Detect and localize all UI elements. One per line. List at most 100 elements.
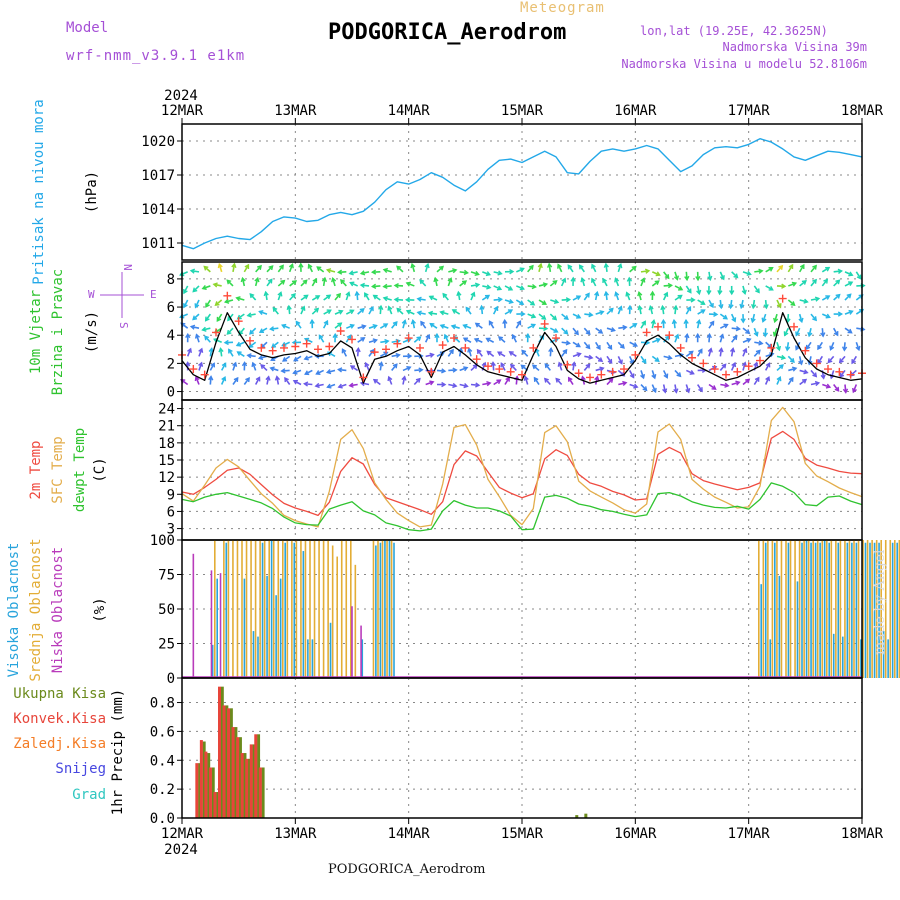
gust-marker xyxy=(574,369,583,378)
wind-arrowhead xyxy=(371,283,377,289)
wind-arrowhead xyxy=(509,269,515,275)
wind-arrowhead xyxy=(674,333,680,339)
wind-arrowhead xyxy=(833,331,839,337)
wind-arrowhead xyxy=(235,341,242,347)
wind-arrowhead xyxy=(740,318,746,324)
wind-arrowhead xyxy=(221,376,227,382)
wind-arrowhead xyxy=(508,351,514,356)
wind-arrowhead xyxy=(387,375,393,382)
model-label: Model xyxy=(66,20,109,36)
wind-arrowhead xyxy=(553,298,560,305)
wind-arrowhead xyxy=(576,352,582,358)
temp-ylabel-dewpt: dewpt Temp xyxy=(72,428,88,512)
wind-y-axis: 0 2 4 6 8 xyxy=(167,272,182,401)
wind-arrowhead xyxy=(778,364,784,370)
wind-arrowhead xyxy=(541,315,547,320)
wind-arrowhead xyxy=(758,340,764,346)
y-tick-label: 100 xyxy=(150,533,175,549)
wind-arrowhead xyxy=(775,345,782,352)
wind-arrowhead xyxy=(684,275,690,282)
wind-arrowhead xyxy=(418,367,424,373)
compass-e: E xyxy=(150,288,157,301)
precip-legend-item: Ukupna Kisa xyxy=(13,686,106,702)
wind-arrowhead xyxy=(594,290,600,297)
wind-arrowhead xyxy=(842,388,849,394)
wind-arrowhead xyxy=(277,291,283,297)
precip-total-bar xyxy=(261,767,265,818)
wind-arrowhead xyxy=(500,362,506,368)
gust-marker xyxy=(472,355,481,364)
wind-arrowhead xyxy=(835,279,841,285)
wind-arrowhead xyxy=(848,309,854,315)
wind-arrowhead xyxy=(607,358,613,365)
wind-arrowhead xyxy=(576,313,582,319)
wind-arrowhead xyxy=(355,347,361,353)
wind-arrowhead xyxy=(441,381,447,388)
wind-arrowhead xyxy=(336,269,343,275)
wind-arrowhead xyxy=(286,304,292,311)
y-tick-label: 21 xyxy=(158,419,175,435)
wind-arrowhead xyxy=(496,285,503,291)
wind-arrowhead xyxy=(640,373,646,380)
cloud-ylabel-low: Niska Oblacnost xyxy=(50,547,66,673)
wind-arrowhead xyxy=(228,348,233,354)
wind-arrowhead xyxy=(614,277,620,283)
y-tick-label: 1017 xyxy=(141,168,175,184)
wind-arrowhead xyxy=(835,293,841,299)
wind-arrowhead xyxy=(341,348,347,354)
wind-arrowhead xyxy=(544,363,550,369)
wind-arrowhead xyxy=(707,347,713,353)
wind-arrowhead xyxy=(493,305,499,312)
wind-arrowhead xyxy=(751,303,757,310)
wind-arrowhead xyxy=(314,382,320,389)
wind-arrowhead xyxy=(735,380,741,386)
wind-arrowhead xyxy=(626,276,633,282)
wind-arrowhead xyxy=(434,332,440,339)
wind-arrowhead xyxy=(298,262,304,268)
y-tick-label: 9 xyxy=(167,487,175,503)
wind-arrowhead xyxy=(660,318,667,325)
compass-s: S xyxy=(117,322,130,329)
gust-marker xyxy=(246,336,254,345)
wind-arrowhead xyxy=(848,271,854,277)
wind-arrowhead xyxy=(260,364,266,369)
wind-arrowhead xyxy=(785,346,791,352)
wind-arrowhead xyxy=(257,264,262,270)
y-tick-label: 12 xyxy=(158,470,175,486)
wind-arrowhead xyxy=(576,295,582,301)
time-tick-label-top: 17MAR xyxy=(728,103,771,119)
wind-arrowhead xyxy=(608,307,614,313)
wind-arrowhead xyxy=(443,333,449,340)
wind-arrowhead xyxy=(235,296,241,302)
elevation-label: Nadmorska Visina 39m xyxy=(722,40,868,54)
precip-total-bar xyxy=(229,708,233,818)
wind-arrowhead xyxy=(476,348,482,354)
time-tick-label-bottom: 15MAR xyxy=(501,826,544,842)
gust-marker xyxy=(835,367,844,376)
year-label-bottom: 2024 xyxy=(164,842,198,858)
wind-arrowhead xyxy=(785,318,791,324)
wind-arrowhead xyxy=(695,332,701,339)
gust-marker xyxy=(620,365,628,374)
wind-arrowhead xyxy=(405,281,411,287)
wind-arrowhead xyxy=(807,331,813,338)
wind-arrowhead xyxy=(629,373,635,379)
wind-arrowhead xyxy=(663,291,669,297)
wind-arrowhead xyxy=(280,368,286,374)
wind-arrowhead xyxy=(627,304,633,310)
wind-arrowhead xyxy=(578,264,584,270)
wind-arrowhead xyxy=(847,328,853,334)
wind-arrowhead xyxy=(401,319,407,325)
wind-arrowhead xyxy=(825,266,831,272)
wind-arrowhead xyxy=(183,303,188,309)
wind-arrowhead xyxy=(753,331,759,337)
wind-arrowhead xyxy=(360,337,366,342)
sfc-temp-line xyxy=(181,406,863,528)
pressure-ylabel: Pritisak na nivou mora xyxy=(31,99,47,284)
wind-arrowhead xyxy=(392,320,398,327)
wind-arrowhead xyxy=(814,296,821,302)
precip-total-bar xyxy=(207,753,211,818)
time-tick-label-bottom: 16MAR xyxy=(614,826,657,842)
time-axis-top: 12MAR 13MAR 14MAR 15MAR 16MAR 17MAR 18MAR xyxy=(161,103,884,124)
